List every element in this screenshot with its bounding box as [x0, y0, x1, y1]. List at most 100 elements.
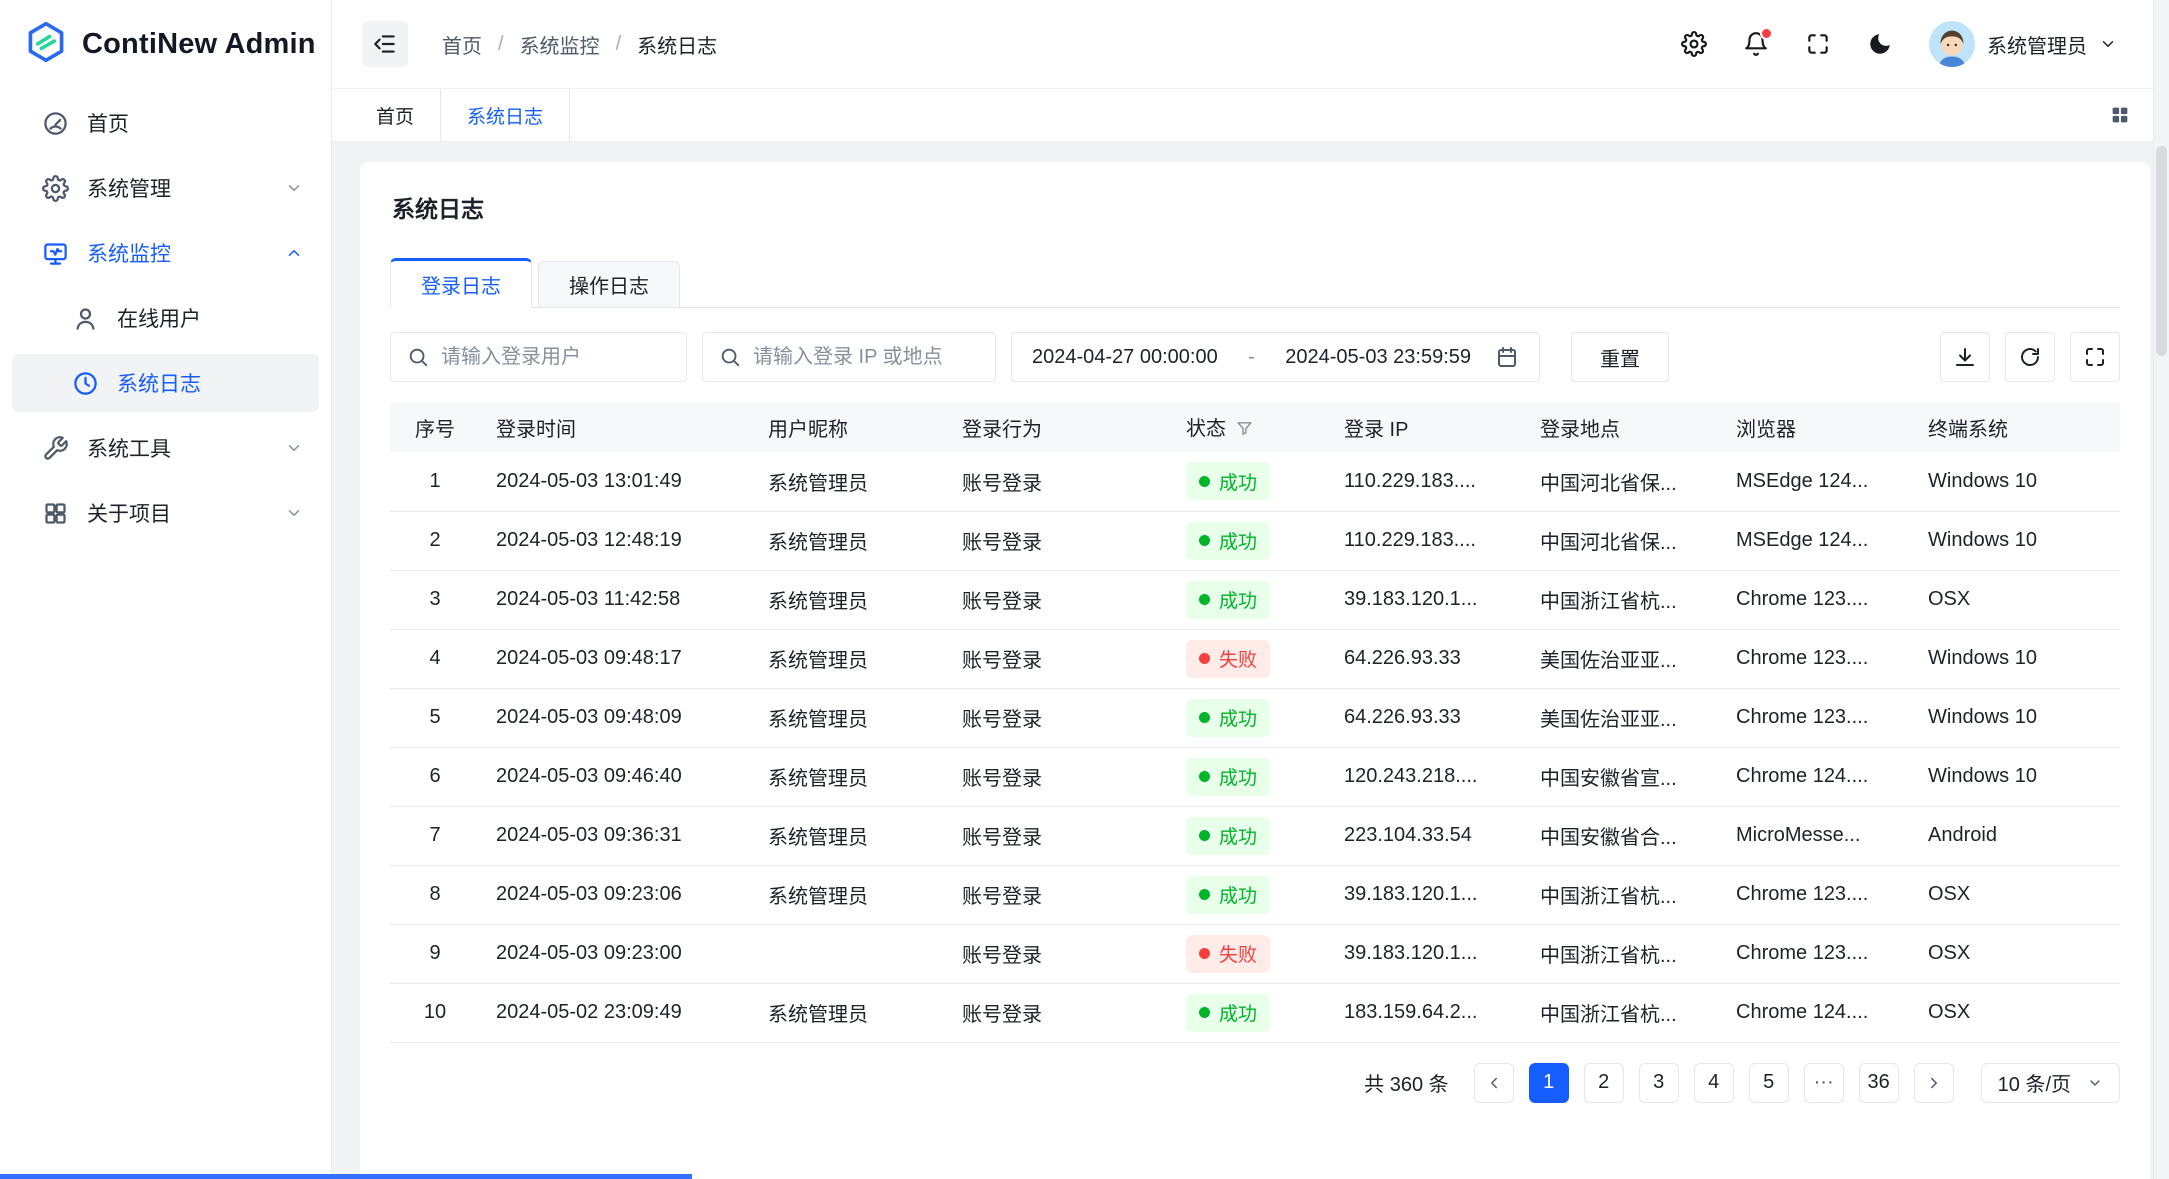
pagination-prev-button[interactable] — [1473, 1062, 1514, 1103]
wrench-icon — [42, 435, 69, 462]
cell-index: 8 — [390, 865, 480, 925]
cell-action: 账号登录 — [946, 511, 1170, 571]
refresh-icon — [2018, 345, 2042, 369]
cell-browser: MSEdge 124... — [1720, 511, 1912, 571]
cell-index: 3 — [390, 570, 480, 630]
cell-user: 系统管理员 — [752, 983, 946, 1043]
filter-toolbar: 2024-04-27 00:00:00 - 2024-05-03 23:59:5… — [390, 332, 2120, 382]
cell-status: 失败 — [1170, 629, 1328, 689]
cell-ip: 120.243.218.... — [1328, 747, 1524, 807]
status-badge: 失败 — [1186, 934, 1271, 973]
navbar-actions: 系统管理员 — [1681, 21, 2117, 67]
workspace-tab-system-logs[interactable]: 系统日志 — [441, 89, 571, 141]
tab-login-logs[interactable]: 登录日志 — [390, 258, 532, 308]
sidebar-item-online-users[interactable]: 在线用户 — [12, 289, 319, 347]
pagination-ellipsis[interactable]: ··· — [1803, 1062, 1844, 1103]
sidebar-item-system-tools[interactable]: 系统工具 — [12, 419, 319, 477]
fullscreen-button[interactable] — [1805, 31, 1831, 57]
cell-browser: Chrome 123.... — [1720, 629, 1912, 689]
sidebar-item-system-monitor[interactable]: 系统监控 — [12, 224, 319, 282]
page-size-value: 10 条/页 — [1997, 1074, 2071, 1096]
notifications-button[interactable] — [1743, 27, 1773, 57]
cell-action: 账号登录 — [946, 629, 1170, 689]
status-dot-icon — [1199, 948, 1210, 959]
log-type-tabs: 登录日志 操作日志 — [390, 258, 2120, 308]
table-row: 8 2024-05-03 09:23:06 系统管理员 账号登录 成功 39.183.12… — [390, 865, 2120, 925]
cell-ip: 223.104.33.54 — [1328, 806, 1524, 866]
workspace-tabbar: 首页 系统日志 — [332, 88, 2153, 142]
cell-login-time: 2024-05-03 11:42:58 — [480, 570, 752, 630]
status-badge: 成功 — [1186, 757, 1271, 796]
page-size-select[interactable]: 10 条/页 — [1980, 1062, 2120, 1103]
cell-browser: Chrome 124.... — [1720, 747, 1912, 807]
pagination-page-5[interactable]: 5 — [1748, 1062, 1789, 1103]
tab-actions-button[interactable] — [2109, 89, 2131, 141]
reset-button[interactable]: 重置 — [1571, 332, 1669, 382]
status-dot-icon — [1199, 535, 1210, 546]
tab-operation-logs[interactable]: 操作日志 — [538, 261, 680, 307]
sidebar-item-home[interactable]: 首页 — [12, 94, 319, 152]
status-badge: 成功 — [1186, 816, 1271, 855]
cell-ip: 64.226.93.33 — [1328, 688, 1524, 748]
login-user-input[interactable] — [441, 345, 670, 369]
login-ip-input[interactable] — [753, 345, 979, 369]
chevron-down-icon — [285, 504, 303, 522]
cell-login-time: 2024-05-02 23:09:49 — [480, 983, 752, 1043]
table-fullscreen-button[interactable] — [2070, 332, 2120, 382]
cell-location: 美国佐治亚亚... — [1524, 688, 1720, 748]
breadcrumb-item[interactable]: 系统监控 — [519, 35, 600, 58]
login-ip-search[interactable] — [702, 332, 996, 382]
export-button[interactable] — [1940, 332, 1990, 382]
cell-os: Windows 10 — [1912, 452, 2120, 512]
settings-button[interactable] — [1681, 31, 1707, 57]
pagination-page-2[interactable]: 2 — [1583, 1062, 1624, 1103]
cell-login-time: 2024-05-03 12:48:19 — [480, 511, 752, 571]
cell-browser: Chrome 123.... — [1720, 924, 1912, 984]
scrollbar-thumb[interactable] — [2156, 146, 2167, 356]
cell-action: 账号登录 — [946, 452, 1170, 512]
column-header-ip: 登录 IP — [1328, 402, 1524, 452]
refresh-button[interactable] — [2005, 332, 2055, 382]
browser-scrollbar[interactable] — [2153, 0, 2169, 1179]
sidebar-collapse-button[interactable] — [362, 21, 408, 67]
theme-toggle-button[interactable] — [1867, 31, 1893, 57]
cell-browser: Chrome 123.... — [1720, 688, 1912, 748]
cell-location: 中国安徽省合... — [1524, 806, 1720, 866]
pagination-page-4[interactable]: 4 — [1693, 1062, 1734, 1103]
column-header-os: 终端系统 — [1912, 402, 2120, 452]
login-user-search[interactable] — [390, 332, 687, 382]
cell-browser: Chrome 124.... — [1720, 983, 1912, 1043]
pagination: 共 360 条 1 2 3 4 5 ··· 36 10 条/页 — [390, 1062, 2120, 1103]
logo-icon — [24, 20, 68, 69]
workspace-tab-home[interactable]: 首页 — [350, 89, 442, 141]
user-menu[interactable]: 系统管理员 — [1929, 21, 2117, 67]
pagination-next-button[interactable] — [1913, 1062, 1954, 1103]
menu-fold-icon — [372, 31, 398, 57]
cell-os: Windows 10 — [1912, 511, 2120, 571]
status-dot-icon — [1199, 771, 1210, 782]
bottom-accent-strip — [0, 1174, 692, 1179]
pagination-page-1[interactable]: 1 — [1528, 1062, 1569, 1103]
date-range-picker[interactable]: 2024-04-27 00:00:00 - 2024-05-03 23:59:5… — [1011, 332, 1540, 382]
cell-action: 账号登录 — [946, 747, 1170, 807]
pagination-page-3[interactable]: 3 — [1638, 1062, 1679, 1103]
sidebar-item-system-logs[interactable]: 系统日志 — [12, 354, 319, 412]
cell-status: 成功 — [1170, 511, 1328, 571]
breadcrumb-item-current: 系统日志 — [637, 35, 718, 58]
tabbar-spacer — [570, 89, 2109, 141]
chevron-down-icon — [285, 179, 303, 197]
cell-os: Android — [1912, 806, 2120, 866]
pagination-page-36[interactable]: 36 — [1858, 1062, 1899, 1103]
column-header-location: 登录地点 — [1524, 402, 1720, 452]
breadcrumb: 首页 / 系统监控 / 系统日志 — [442, 30, 717, 59]
breadcrumb-item[interactable]: 首页 — [442, 35, 482, 58]
cell-location: 中国浙江省杭... — [1524, 924, 1720, 984]
filter-funnel-icon[interactable] — [1236, 420, 1253, 443]
status-badge: 成功 — [1186, 698, 1271, 737]
sidebar-item-about[interactable]: 关于项目 — [12, 484, 319, 542]
chevron-down-icon — [285, 439, 303, 457]
cell-status: 成功 — [1170, 570, 1328, 630]
sidebar-item-system-management[interactable]: 系统管理 — [12, 159, 319, 217]
status-badge: 成功 — [1186, 462, 1271, 501]
cell-index: 6 — [390, 747, 480, 807]
